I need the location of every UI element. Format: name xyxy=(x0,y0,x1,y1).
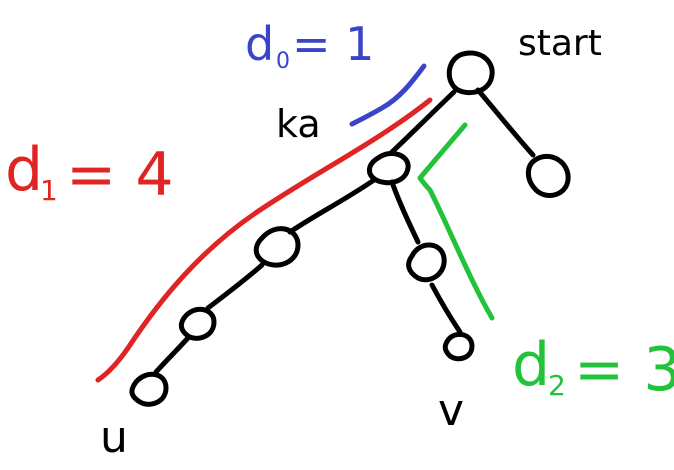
node-u xyxy=(129,371,169,407)
d1-bracket xyxy=(95,97,433,383)
d2-annotation: d 2 = 3 xyxy=(512,330,674,405)
edge-lower-u xyxy=(153,335,191,375)
d0-bracket xyxy=(349,63,427,127)
node-left-mid xyxy=(253,226,301,268)
edge-ka-left xyxy=(287,177,377,235)
edge-mid-v xyxy=(429,282,463,335)
node-lower xyxy=(178,306,217,341)
v-label: v xyxy=(438,385,464,436)
ka-label: ka xyxy=(276,102,321,146)
d2-value: = 3 xyxy=(574,335,674,405)
edge-start-ka xyxy=(389,89,457,155)
d2-subscript: 2 xyxy=(548,369,566,402)
d1-annotation: d 1 = 4 xyxy=(5,135,174,210)
d1-symbol: d xyxy=(5,135,43,205)
d1-value: = 4 xyxy=(66,140,174,210)
d0-subscript: 0 xyxy=(276,49,290,74)
node-ka xyxy=(367,151,411,186)
u-label: u xyxy=(100,412,128,463)
d0-value: = 1 xyxy=(292,17,374,71)
tree-nodes xyxy=(129,50,571,407)
edge-start-right xyxy=(475,87,536,158)
start-label: start xyxy=(518,23,602,64)
d2-bracket xyxy=(417,122,495,321)
node-start-child xyxy=(525,153,571,198)
tree-edges xyxy=(153,87,536,375)
node-start xyxy=(446,50,495,96)
edge-ka-mid xyxy=(389,179,421,245)
d2-symbol: d xyxy=(512,330,550,400)
d0-symbol: d xyxy=(245,17,274,71)
node-v xyxy=(442,331,475,362)
node-mid xyxy=(406,242,447,283)
d0-annotation: d 0 = 1 xyxy=(245,17,374,74)
edge-left-lower xyxy=(205,262,265,311)
d1-subscript: 1 xyxy=(40,174,58,207)
